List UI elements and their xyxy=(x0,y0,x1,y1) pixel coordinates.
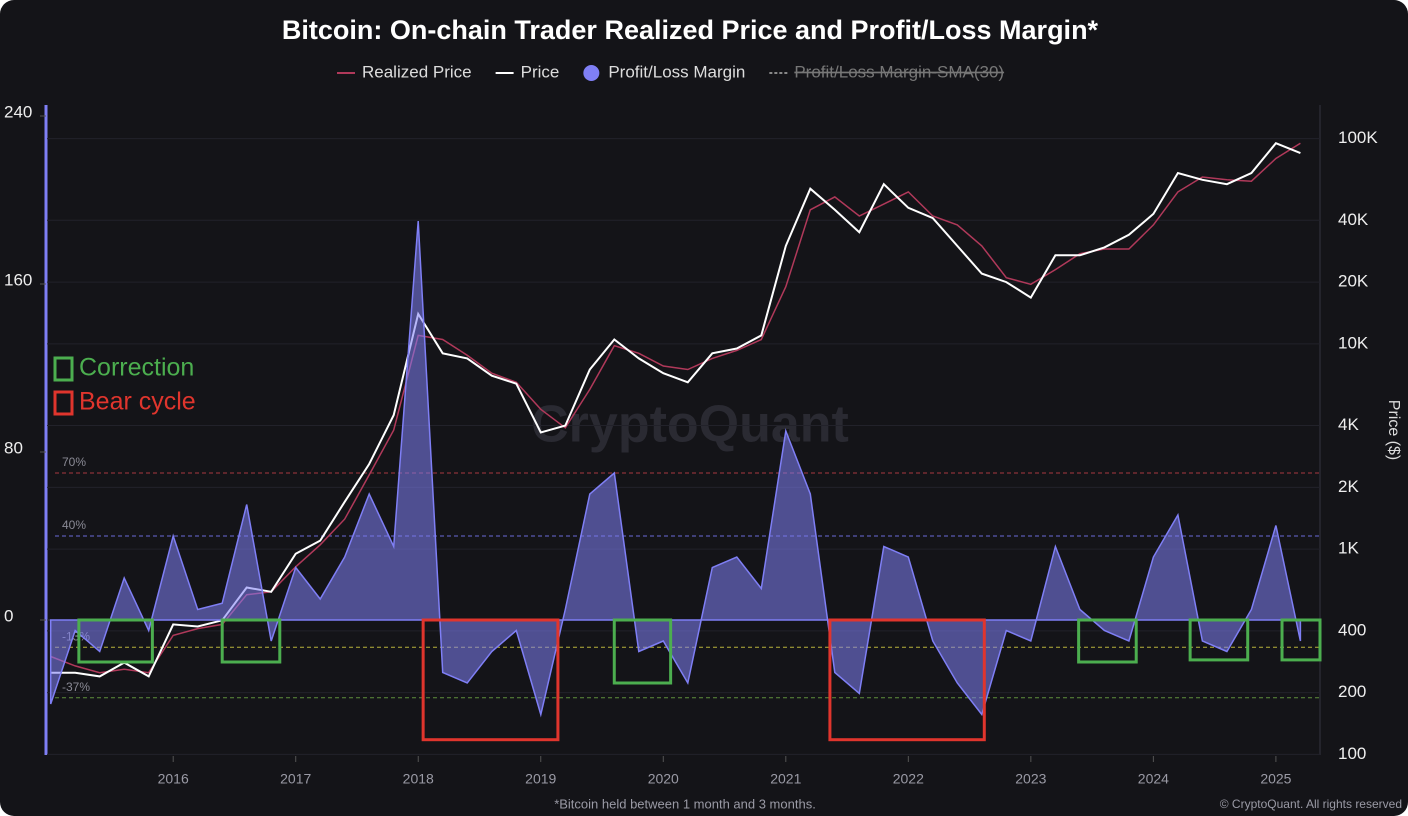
x-tick-label: 2017 xyxy=(280,771,311,787)
x-tick-label: 2019 xyxy=(525,771,556,787)
highlight-box xyxy=(421,618,560,742)
y2-tick-label: 2K xyxy=(1338,477,1359,496)
highlight-box xyxy=(220,618,282,664)
y-tick-label: 0 xyxy=(4,606,13,625)
legend-label[interactable]: Realized Price xyxy=(362,62,472,81)
y2-tick-label: 10K xyxy=(1338,333,1369,352)
legend-label[interactable]: Profit/Loss Margin xyxy=(608,62,745,81)
highlight-legend-label: Correction xyxy=(79,354,194,382)
y2-tick-label: 1K xyxy=(1338,539,1359,558)
margin-area xyxy=(49,220,1302,718)
y2-tick-label: 20K xyxy=(1338,272,1369,291)
y-tick-label: 160 xyxy=(4,270,32,289)
credit: © CryptoQuant. All rights reserved xyxy=(1220,797,1402,811)
y2-tick-label: 40K xyxy=(1338,210,1369,229)
y2-tick-label: 100 xyxy=(1338,744,1366,763)
y2-axis-label: Price ($) xyxy=(1385,400,1402,460)
x-tick-label: 2025 xyxy=(1260,771,1291,787)
highlight-box xyxy=(1188,618,1250,662)
reference-label: 70% xyxy=(62,455,86,469)
x-tick-label: 2022 xyxy=(893,771,924,787)
highlight-box xyxy=(1280,618,1322,662)
highlight-legend-swatch xyxy=(53,390,74,416)
x-tick-label: 2024 xyxy=(1138,771,1169,787)
y-tick-label: 240 xyxy=(4,102,32,121)
legend-label[interactable]: Profit/Loss Margin-SMA(30) xyxy=(794,62,1004,81)
highlight-legend-swatch xyxy=(53,356,74,382)
reference-label: -37% xyxy=(62,680,90,694)
x-tick-label: 2021 xyxy=(770,771,801,787)
y2-tick-label: 400 xyxy=(1338,620,1366,639)
y2-tick-label: 100K xyxy=(1338,128,1378,147)
footnote: *Bitcoin held between 1 month and 3 mont… xyxy=(554,796,816,811)
highlight-box xyxy=(828,618,986,742)
chart-title: Bitcoin: On-chain Trader Realized Price … xyxy=(282,15,1099,45)
highlight-box xyxy=(1077,618,1138,664)
x-tick-label: 2020 xyxy=(648,771,679,787)
x-tick-label: 2023 xyxy=(1015,771,1046,787)
x-tick-label: 2018 xyxy=(403,771,434,787)
reference-label: 40% xyxy=(62,518,86,532)
legend-swatch xyxy=(583,65,600,81)
x-tick-label: 2016 xyxy=(158,771,189,787)
highlight-box xyxy=(77,618,154,664)
y2-tick-label: 200 xyxy=(1338,682,1366,701)
legend-label[interactable]: Price xyxy=(521,62,560,81)
watermark: CryptoQuant xyxy=(531,396,849,454)
highlight-legend-label: Bear cycle xyxy=(79,388,196,416)
y-tick-label: 80 xyxy=(4,438,23,457)
highlight-box xyxy=(612,618,673,685)
y2-tick-label: 4K xyxy=(1338,415,1359,434)
